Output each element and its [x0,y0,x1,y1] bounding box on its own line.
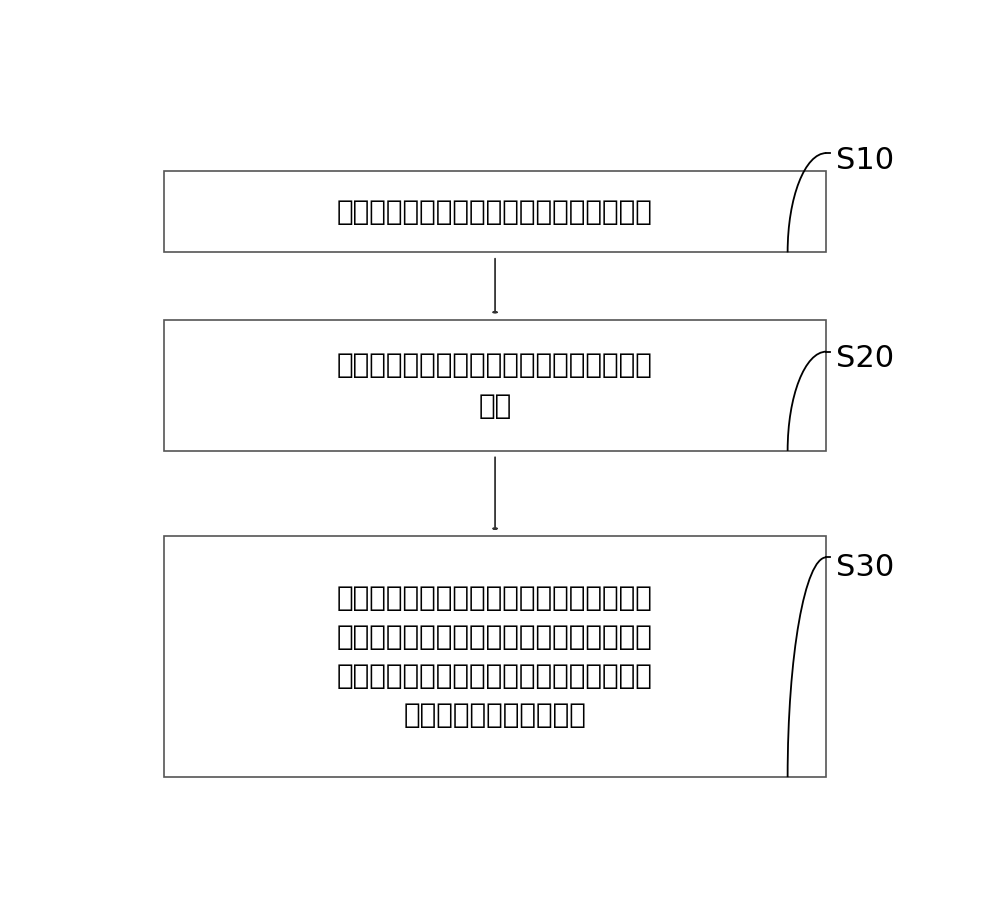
Text: 获取在预设时间段内所述亮度参数的平均亮
度值: 获取在预设时间段内所述亮度参数的平均亮 度值 [337,351,653,420]
Text: 根据预设的包括降噪参数与亮度范围的对应
关系，获取所述平均亮度值所处亮度范围对
应的降噪参数，依据所述降噪参数对当前的
显示帧画面进行降噪处理: 根据预设的包括降噪参数与亮度范围的对应 关系，获取所述平均亮度值所处亮度范围对 … [337,584,653,729]
Bar [164,170,826,252]
Bar [164,536,826,777]
Bar [164,320,826,451]
Text: S20: S20 [836,344,894,373]
Text: S10: S10 [836,146,894,175]
Text: 检测显示设备当前的显示帧画面的亮度参数: 检测显示设备当前的显示帧画面的亮度参数 [337,198,653,226]
Text: S30: S30 [836,554,894,582]
